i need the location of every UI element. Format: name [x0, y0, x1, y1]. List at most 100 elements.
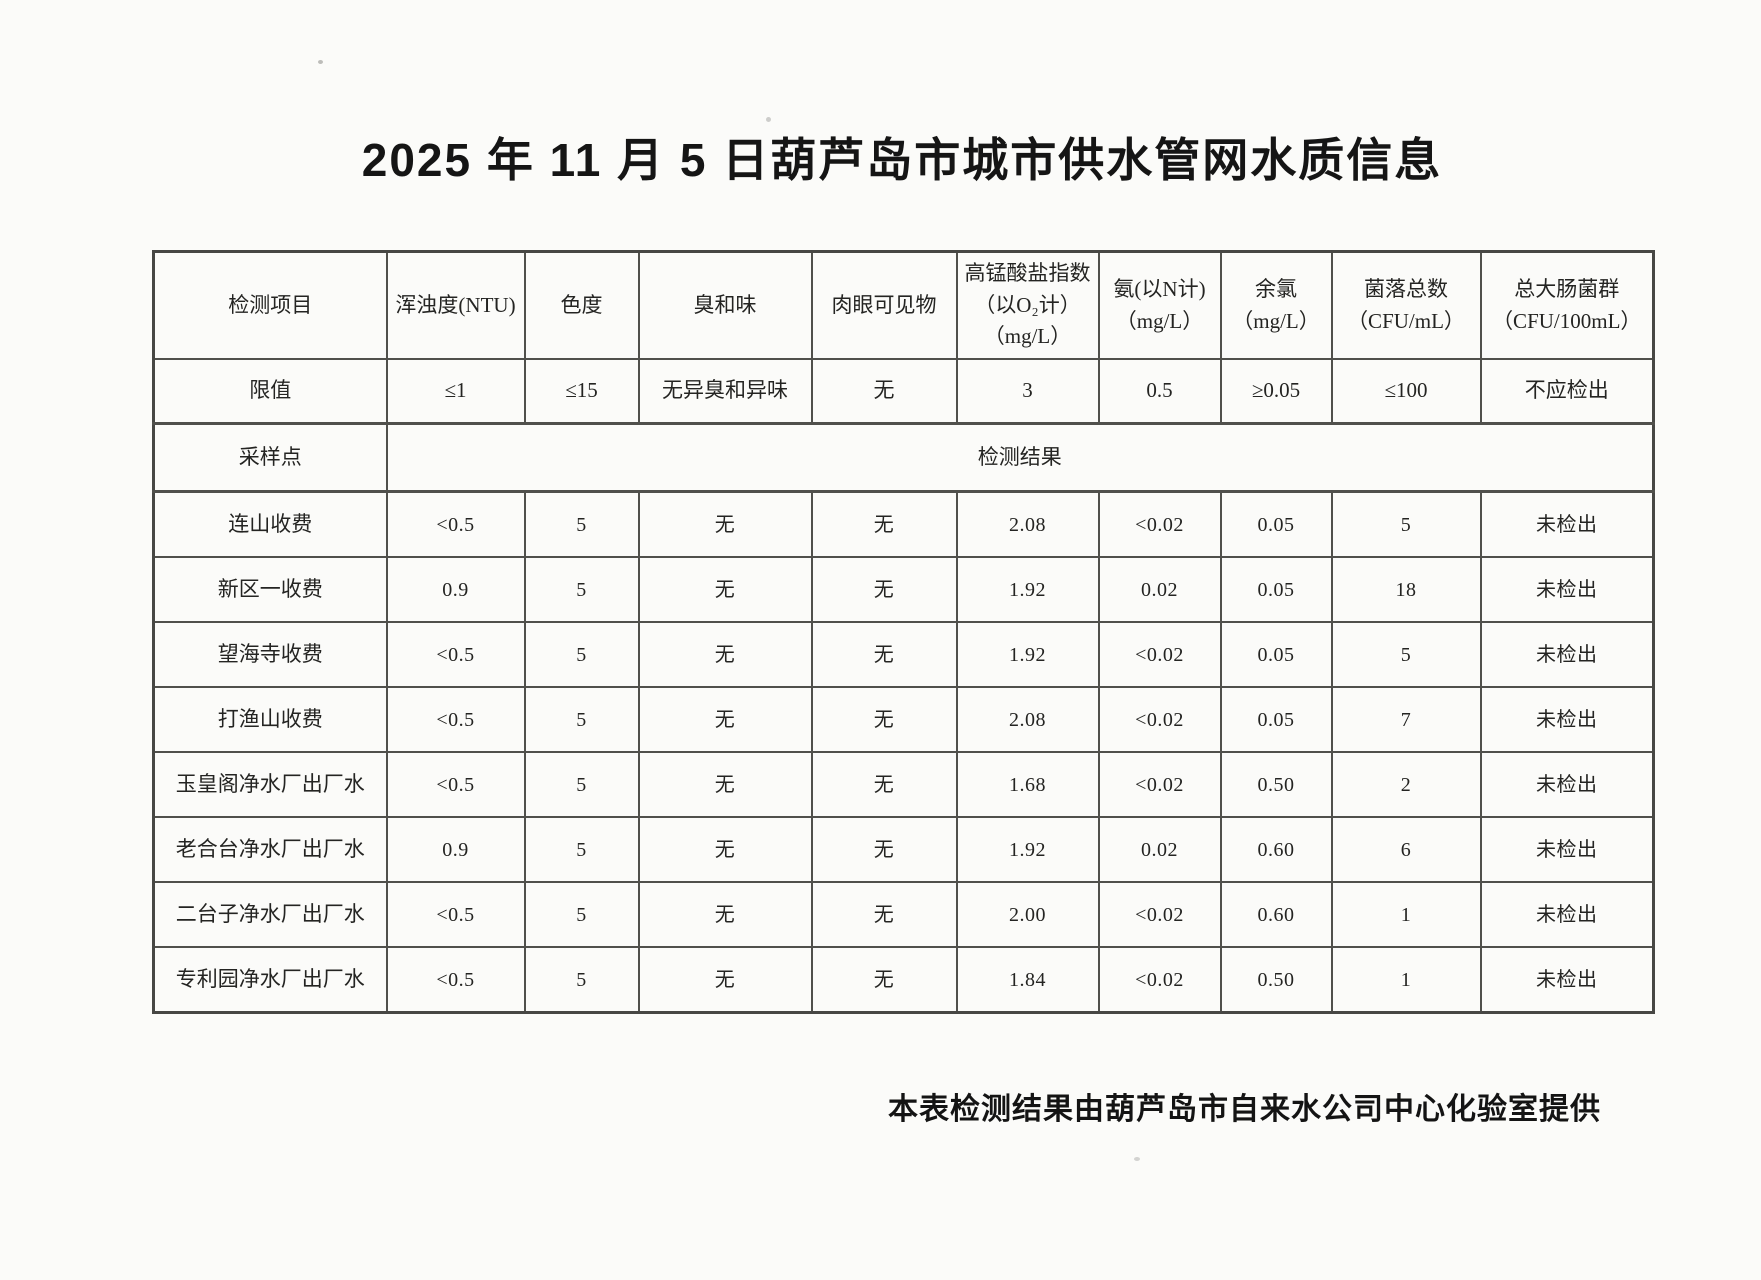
result-cell: 未检出: [1479, 816, 1655, 883]
result-cell: 5: [1330, 621, 1482, 688]
table-row-zhuanliyuan: 专利园净水厂出厂水 <0.5 5 无 无 1.84 <0.02 0.50 1 未…: [152, 946, 1655, 1014]
result-cell: 5: [1330, 490, 1482, 558]
result-cell: 未检出: [1479, 556, 1655, 623]
site-name: 二台子净水厂出厂水: [152, 881, 388, 948]
site-name: 打渔山收费: [152, 686, 388, 753]
limit-value: ≤1: [385, 358, 526, 425]
result-cell: 无: [637, 556, 813, 623]
table-row-laohetai: 老合台净水厂出厂水 0.9 5 无 无 1.92 0.02 0.60 6 未检出: [152, 816, 1655, 883]
result-cell: 无: [637, 686, 813, 753]
result-cell: 未检出: [1479, 751, 1655, 818]
sampling-point-label: 采样点: [152, 422, 388, 493]
result-cell: <0.02: [1097, 621, 1222, 688]
result-cell: 18: [1330, 556, 1482, 623]
table-row-ertaizi: 二台子净水厂出厂水 <0.5 5 无 无 2.00 <0.02 0.60 1 未…: [152, 881, 1655, 948]
site-name: 连山收费: [152, 490, 388, 558]
result-cell: 0.60: [1219, 816, 1333, 883]
result-cell: <0.02: [1097, 490, 1222, 558]
column-header-total-coliforms: 总大肠菌群 （CFU/100mL）: [1479, 250, 1655, 360]
result-cell: <0.5: [385, 751, 526, 818]
result-cell: 0.05: [1219, 621, 1333, 688]
site-name: 玉皇阁净水厂出厂水: [152, 751, 388, 818]
column-header-colony-count: 菌落总数 （CFU/mL）: [1330, 250, 1482, 360]
limit-value: ≤100: [1330, 358, 1482, 425]
result-cell: 无: [810, 686, 958, 753]
limit-value: 3: [955, 358, 1100, 425]
water-quality-table: 检测项目 浑浊度(NTU) 色度 臭和味 肉眼可见物 高锰酸盐指数 （以O₂计）…: [152, 250, 1655, 1014]
site-name: 专利园净水厂出厂水: [152, 946, 388, 1014]
site-name: 老合台净水厂出厂水: [152, 816, 388, 883]
result-cell: 无: [637, 621, 813, 688]
result-cell: 1.92: [955, 556, 1100, 623]
result-cell: 5: [523, 751, 640, 818]
document-title: 2025 年 11 月 5 日葫芦岛市城市供水管网水质信息: [361, 134, 1443, 186]
result-cell: 1.68: [955, 751, 1100, 818]
result-cell: 0.05: [1219, 686, 1333, 753]
column-header-residual-chlorine: 余氯 （mg/L）: [1219, 250, 1333, 360]
result-cell: 无: [810, 881, 958, 948]
result-cell: 1: [1330, 946, 1482, 1014]
result-cell: 5: [523, 946, 640, 1014]
column-header-odor-taste: 臭和味: [637, 250, 813, 360]
result-cell: 0.05: [1219, 556, 1333, 623]
limit-value: 无: [810, 358, 958, 425]
result-cell: <0.02: [1097, 946, 1222, 1014]
result-cell: <0.5: [385, 490, 526, 558]
scan-speck: [318, 60, 323, 64]
scan-speck: [1134, 1157, 1140, 1161]
result-cell: 0.02: [1097, 816, 1222, 883]
result-cell: 无: [637, 816, 813, 883]
limit-value: 无异臭和异味: [637, 358, 813, 425]
column-header-visible-matter: 肉眼可见物: [810, 250, 958, 360]
table-row-yuhuangge: 玉皇阁净水厂出厂水 <0.5 5 无 无 1.68 <0.02 0.50 2 未…: [152, 751, 1655, 818]
table-row-xinqu: 新区一收费 0.9 5 无 无 1.92 0.02 0.05 18 未检出: [152, 556, 1655, 623]
result-cell: 2.08: [955, 490, 1100, 558]
result-cell: 1: [1330, 881, 1482, 948]
result-cell: 0.9: [385, 556, 526, 623]
result-cell: 2.00: [955, 881, 1100, 948]
column-header-permanganate-index: 高锰酸盐指数 （以O₂计） （mg/L）: [955, 250, 1100, 360]
result-cell: 无: [810, 946, 958, 1014]
result-cell: <0.02: [1097, 881, 1222, 948]
result-cell: 无: [637, 881, 813, 948]
result-cell: 2.08: [955, 686, 1100, 753]
result-cell: 无: [810, 751, 958, 818]
result-cell: 6: [1330, 816, 1482, 883]
result-cell: <0.5: [385, 621, 526, 688]
result-cell: 5: [523, 621, 640, 688]
result-cell: 无: [810, 621, 958, 688]
table-row-dayushan: 打渔山收费 <0.5 5 无 无 2.08 <0.02 0.05 7 未检出: [152, 686, 1655, 753]
result-cell: 5: [523, 556, 640, 623]
limit-row: 限值 ≤1 ≤15 无异臭和异味 无 3 0.5 ≥0.05 ≤100 不应检出: [152, 358, 1655, 425]
column-header-color: 色度: [523, 250, 640, 360]
sampling-point-row: 采样点 检测结果: [152, 422, 1655, 493]
result-cell: 1.92: [955, 816, 1100, 883]
result-cell: 1.92: [955, 621, 1100, 688]
column-header-ammonia: 氨(以N计) （mg/L）: [1097, 250, 1222, 360]
result-cell: 1.84: [955, 946, 1100, 1014]
result-cell: 无: [810, 816, 958, 883]
result-cell: <0.5: [385, 946, 526, 1014]
header-row: 检测项目 浑浊度(NTU) 色度 臭和味 肉眼可见物 高锰酸盐指数 （以O₂计）…: [152, 250, 1655, 360]
site-name: 新区一收费: [152, 556, 388, 623]
result-cell: 未检出: [1479, 881, 1655, 948]
scan-speck: [766, 117, 771, 122]
result-cell: 未检出: [1479, 621, 1655, 688]
table-row-lianshan: 连山收费 <0.5 5 无 无 2.08 <0.02 0.05 5 未检出: [152, 490, 1655, 558]
result-cell: 5: [523, 490, 640, 558]
limit-value: 不应检出: [1479, 358, 1655, 425]
result-cell: 5: [523, 686, 640, 753]
limit-value: ≥0.05: [1219, 358, 1333, 425]
detection-result-label: 检测结果: [385, 422, 1655, 493]
result-cell: 0.50: [1219, 751, 1333, 818]
column-header-inspection-item: 检测项目: [152, 250, 388, 360]
result-cell: 2: [1330, 751, 1482, 818]
result-cell: 7: [1330, 686, 1482, 753]
result-cell: 未检出: [1479, 490, 1655, 558]
limit-row-label: 限值: [152, 358, 388, 425]
result-cell: 无: [810, 490, 958, 558]
column-header-turbidity: 浑浊度(NTU): [385, 250, 526, 360]
result-cell: 无: [637, 751, 813, 818]
result-cell: 无: [637, 946, 813, 1014]
